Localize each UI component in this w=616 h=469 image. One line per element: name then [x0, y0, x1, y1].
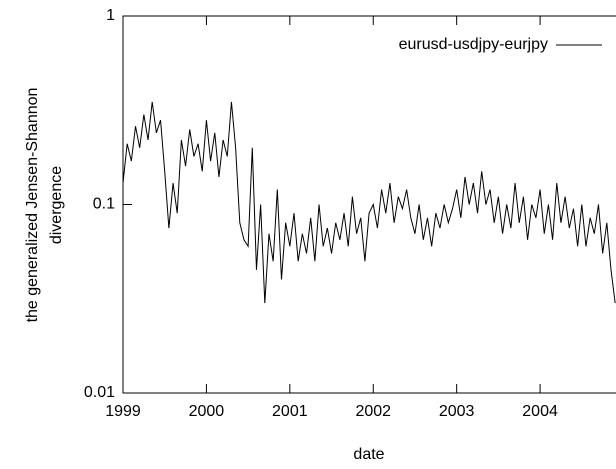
x-tick-label: 2001 [272, 403, 308, 420]
x-axis-label: date [353, 446, 384, 463]
y-tick-label: 0.1 [93, 196, 115, 213]
x-tick-label: 1999 [105, 403, 141, 420]
plot-frame [122, 15, 616, 394]
data-line [122, 101, 616, 304]
x-tick-label: 2000 [189, 403, 225, 420]
legend-label: eurusd-usdjpy-eurjpy [399, 36, 548, 53]
y-axis-label: divergence [48, 166, 65, 244]
y-tick-label: 0.01 [84, 384, 115, 401]
y-axis-label: the generalized Jensen-Shannon [24, 88, 41, 323]
x-tick-label: 2003 [439, 403, 475, 420]
x-tick-label: 2002 [355, 403, 391, 420]
x-tick-label: 2004 [522, 403, 558, 420]
y-tick-label: 1 [106, 7, 115, 24]
